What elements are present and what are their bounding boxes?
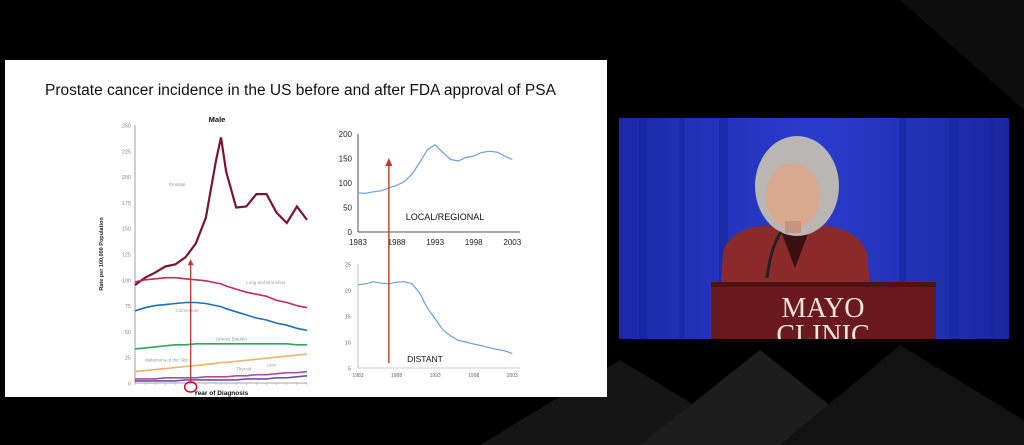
chart-title: Male: [209, 115, 226, 124]
x-tick-label: 1988: [391, 373, 402, 379]
chart-title: DISTANT: [407, 354, 443, 364]
y-tick-label: 0: [348, 228, 353, 237]
podium: MAYO CLINIC: [711, 282, 936, 339]
x-tick-label: 1983: [352, 373, 363, 379]
y-tick-label: 250: [122, 124, 131, 130]
x-tick-label: 1993: [426, 238, 444, 247]
x-tick-label: 1998: [465, 238, 483, 247]
series-label: Melanoma of the Skin: [145, 357, 189, 362]
y-tick-label: 25: [345, 263, 351, 269]
x-axis-label: Year of Diagnosis: [194, 390, 249, 397]
x-tick-label: 1988: [388, 238, 406, 247]
series-label: Thyroid: [236, 367, 252, 372]
podium-text-line2: CLINIC: [776, 320, 869, 339]
speaker-video: MAYO CLINIC: [619, 118, 1009, 339]
x-tick-label: 1983: [349, 238, 367, 247]
x-tick-label: 1998: [468, 373, 479, 379]
series-line-urinary-bladder: [134, 343, 307, 350]
x-tick-label: 1993: [430, 373, 441, 379]
series-label: Lung and Bronchus: [246, 280, 286, 285]
y-tick-label: 75: [125, 304, 131, 310]
series-line-melanoma-of-the-skin: [134, 353, 308, 373]
series-label: Colorectum: [175, 308, 198, 313]
podium-text-line1: MAYO: [782, 293, 865, 324]
y-tick-label: 200: [122, 175, 131, 181]
y-tick-label: 20: [345, 289, 351, 295]
chart-local-regional: 0 50 100 150 200 1983 1988 1993 1998 2003 LOCAL/RE…: [339, 130, 522, 247]
series-label: Urinary Bladder: [216, 337, 248, 342]
y-tick-label: 0: [128, 382, 131, 388]
slide-title: Prostate cancer incidence in the US befo…: [45, 82, 556, 99]
presentation-slide: Prostate cancer incidence in the US befo…: [5, 60, 607, 397]
y-tick-label: 10: [345, 341, 351, 347]
y-tick-label: 225: [122, 149, 131, 155]
y-tick-label: 175: [122, 201, 131, 207]
y-tick-label: 5: [348, 367, 351, 373]
series-label: Prostate: [169, 182, 186, 187]
series-line-lung-and-bronchus: [134, 276, 308, 309]
y-tick-label: 15: [345, 315, 351, 321]
psa-year-circle: [183, 381, 198, 393]
chart-male-incidence: 0 25 50 75 100 125 150 175 200 225 250 Male Year of …: [99, 115, 308, 397]
series-line-prostate: [134, 137, 308, 286]
series-line-liver: [135, 370, 308, 380]
series-label: Liver: [267, 362, 277, 367]
series-line-local-regional: [357, 144, 513, 194]
chart-title: LOCAL/REGIONAL: [406, 212, 485, 222]
series-line-thyroid: [135, 375, 308, 382]
y-tick-label: 125: [122, 253, 131, 259]
y-axis-label: Rate per 100,000 Population: [99, 217, 105, 291]
series-line-colorectum: [134, 301, 308, 332]
y-tick-label: 50: [125, 330, 131, 336]
x-tick-label: 2003: [507, 373, 518, 379]
y-tick-label: 150: [122, 227, 131, 233]
x-tick-label: 2003: [503, 238, 521, 247]
psa-arrow-head: [187, 259, 194, 266]
series-line-distant: [357, 281, 513, 354]
y-tick-label: 25: [125, 356, 131, 362]
y-tick-label: 150: [339, 155, 353, 164]
y-tick-label: 50: [343, 204, 352, 213]
y-tick-label: 200: [339, 130, 353, 139]
chart-distant: 5 10 15 20 25 1983 1988 1993 1998 2003 DISTANT: [345, 263, 520, 379]
y-tick-label: 100: [339, 179, 353, 188]
y-tick-label: 100: [122, 278, 131, 284]
speaker-video-frame: MAYO CLINIC: [619, 118, 1009, 339]
